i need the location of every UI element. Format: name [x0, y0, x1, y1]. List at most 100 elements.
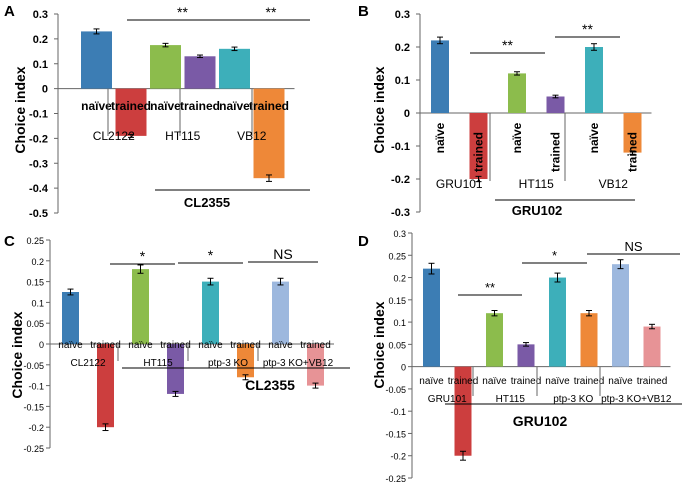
- bar: [184, 56, 216, 89]
- y-tick-label: 0: [404, 108, 410, 120]
- significance-label: *: [140, 248, 146, 264]
- y-tick-label: 0.1: [395, 75, 410, 87]
- y-tick-label: -0.05: [385, 385, 406, 395]
- group-bracket-label: GRU102: [513, 413, 568, 429]
- bar: [150, 45, 181, 89]
- y-tick-label: 0.1: [33, 59, 48, 71]
- significance-label: NS: [624, 239, 642, 254]
- category-label: naïve: [128, 340, 153, 351]
- panel-letter: A: [4, 3, 15, 20]
- group-name: HT115: [496, 394, 526, 405]
- significance-label: *: [552, 248, 557, 263]
- category-label: trained: [574, 376, 605, 387]
- panel-d: D Choice index 0.3 0.25 0.2 0.15 0.1 0.05 0 -0.05…: [358, 229, 682, 484]
- category-label: trained: [637, 376, 668, 387]
- group-name: CL2122: [93, 129, 135, 143]
- y-tick-label: 0.1: [31, 298, 44, 308]
- group-name: ptp-3 KO+VB12: [263, 358, 334, 369]
- panel-letter: C: [4, 233, 15, 250]
- category-label: naïve: [150, 99, 181, 113]
- y-tick-label: -0.5: [29, 208, 48, 220]
- group-name: CL2122: [70, 358, 105, 369]
- category-label: trained: [448, 376, 479, 387]
- bar: [167, 344, 184, 394]
- category-label: naïve: [268, 340, 293, 351]
- bar: [307, 344, 324, 386]
- y-tick-label: -0.1: [28, 382, 44, 392]
- panel-letter: B: [358, 3, 369, 20]
- significance-label: **: [582, 21, 593, 37]
- bar: [580, 313, 598, 367]
- y-tick-label: 0: [39, 340, 44, 350]
- category-label: trained: [249, 99, 289, 113]
- y-tick-label: 0.25: [388, 251, 406, 261]
- group-name: ptp-3 KO: [208, 358, 248, 369]
- y-tick-label: -0.25: [385, 474, 406, 484]
- y-tick-label: -0.2: [391, 174, 410, 186]
- bar: [454, 366, 472, 456]
- category-label: trained: [180, 99, 220, 113]
- category-label: naïve: [198, 340, 223, 351]
- y-tick-label: -0.4: [29, 183, 49, 195]
- group-bracket-label: CL2355: [184, 195, 230, 210]
- y-tick-label: 0.2: [393, 274, 406, 284]
- category-label: trained: [549, 132, 563, 172]
- y-tick-label: 0.25: [26, 236, 44, 246]
- y-tick-label: -0.15: [385, 429, 406, 439]
- bar: [237, 344, 254, 378]
- category-label: naïve: [510, 122, 524, 153]
- group-name: ptp-3 KO+VB12: [601, 394, 672, 405]
- bar: [517, 344, 535, 367]
- y-tick-label: 0.15: [388, 296, 406, 306]
- bar: [202, 281, 219, 344]
- significance-label: NS: [273, 246, 292, 262]
- y-tick-label: 0.3: [393, 229, 406, 239]
- bar: [132, 269, 149, 344]
- bar: [643, 326, 661, 367]
- bar: [623, 113, 642, 153]
- bar: [272, 281, 289, 344]
- category-label: naïve: [58, 340, 83, 351]
- category-label: trained: [300, 340, 331, 351]
- y-tick-label: -0.05: [23, 361, 44, 371]
- group-bracket-label: CL2355: [245, 377, 295, 393]
- y-axis-title: Choice index: [9, 311, 25, 398]
- significance-label: **: [502, 37, 513, 53]
- y-tick-label: 0.05: [388, 340, 406, 350]
- bar: [115, 88, 147, 136]
- y-tick-label: -0.1: [390, 407, 406, 417]
- category-label: naïve: [81, 99, 112, 113]
- category-label: naïve: [482, 376, 507, 387]
- bar: [585, 47, 603, 113]
- y-tick-label: 0.3: [395, 9, 410, 21]
- y-tick-label: 0.2: [395, 42, 410, 54]
- group-name: VB12: [599, 177, 629, 191]
- bar: [423, 268, 440, 367]
- y-tick-label: -0.25: [23, 444, 44, 454]
- category-label: trained: [90, 340, 121, 351]
- group-name: GRU101: [428, 394, 467, 405]
- significance-label: **: [485, 280, 495, 295]
- y-tick-label: -0.3: [29, 158, 48, 170]
- bar: [612, 264, 629, 367]
- bar: [219, 48, 250, 89]
- y-tick-label: 0.2: [33, 34, 48, 46]
- category-label: trained: [230, 340, 261, 351]
- category-label: trained: [472, 132, 486, 172]
- bar: [81, 31, 112, 89]
- category-label: trained: [511, 376, 542, 387]
- bar: [486, 313, 503, 367]
- y-tick-label: -0.1: [29, 109, 48, 121]
- group-name: GRU101: [436, 177, 483, 191]
- y-tick-label: -0.2: [28, 423, 44, 433]
- y-tick-label: 0: [42, 84, 48, 96]
- group-name: HT115: [519, 177, 554, 191]
- y-tick-label: 0.2: [31, 257, 44, 267]
- category-label: naïve: [433, 122, 447, 153]
- group-name: HT115: [165, 129, 200, 143]
- y-tick-label: -0.3: [391, 207, 410, 219]
- bar: [97, 344, 114, 428]
- category-label: naïve: [419, 376, 444, 387]
- bar: [546, 96, 565, 113]
